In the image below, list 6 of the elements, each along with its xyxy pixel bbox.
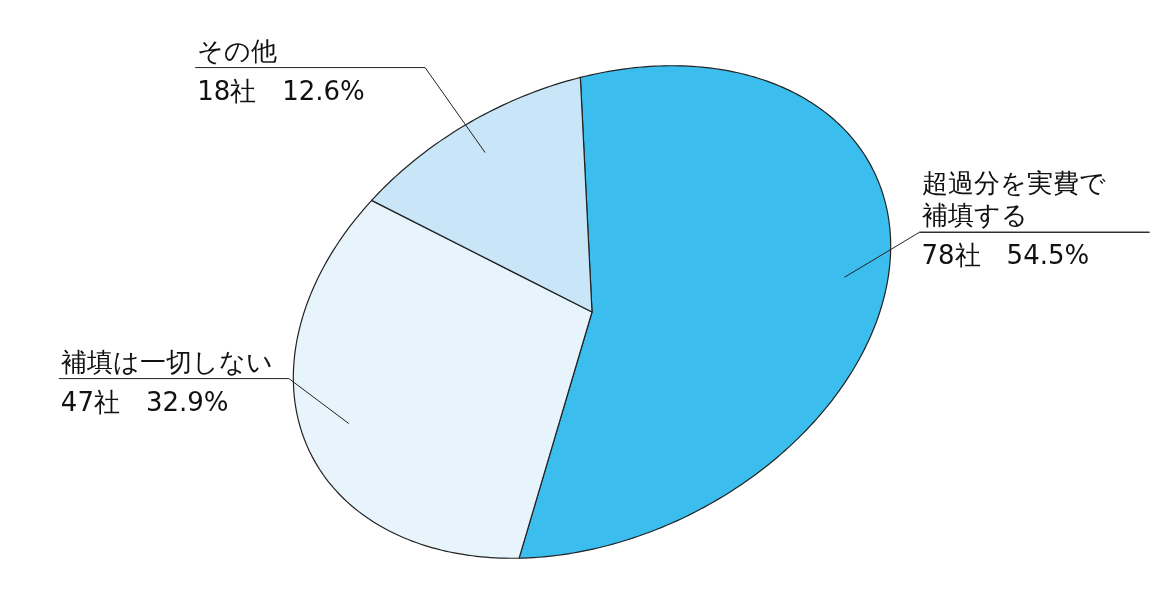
slice-label: 超過分を実費で補填する xyxy=(921,168,1106,231)
data-label: 47社 32.9% xyxy=(60,386,229,417)
data-label: 18社 12.6% xyxy=(197,75,365,106)
slice-label: 補填は一切しない xyxy=(60,346,273,377)
slice-label: その他 xyxy=(197,35,278,66)
data-label: 78社 54.5% xyxy=(921,240,1090,271)
